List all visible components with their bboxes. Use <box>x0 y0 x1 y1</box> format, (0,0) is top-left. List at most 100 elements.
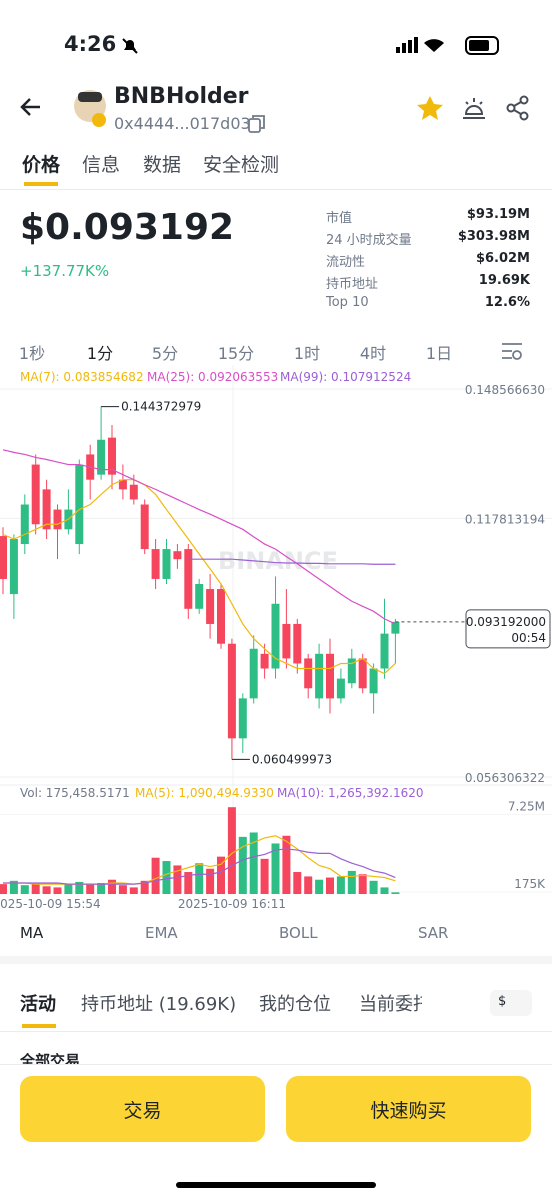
interval[interactable]: 4时 <box>359 344 387 363</box>
stat-label: 24 小时成交量 <box>326 233 412 248</box>
candle-body <box>0 536 7 579</box>
candle-body <box>53 509 62 530</box>
volume-bar <box>369 880 378 894</box>
candle-body <box>358 658 367 689</box>
stat-label: 市值 <box>326 211 353 226</box>
candle-body <box>195 583 204 609</box>
quick-buy-button[interactable]: 快速购买 <box>286 1076 531 1142</box>
volume-bar <box>20 885 29 894</box>
candle-body <box>140 504 149 550</box>
volume-bar <box>260 858 269 894</box>
activity-tab[interactable]: 持币地址 (19.69K) <box>81 994 237 1015</box>
ma-line <box>2 449 396 625</box>
high-label: 0.144372979 <box>121 400 201 414</box>
volume-bar <box>162 861 171 894</box>
candle-body <box>369 668 378 694</box>
candle-body <box>336 678 345 699</box>
volume-bar <box>249 832 258 894</box>
low-label: 0.060499973 <box>252 752 332 766</box>
home-indicator <box>176 1182 376 1188</box>
candle-body <box>380 633 389 669</box>
tab[interactable]: 信息 <box>82 154 121 176</box>
volume-bar <box>151 857 160 894</box>
candle-body <box>260 653 269 669</box>
volume-bar <box>347 870 356 894</box>
x-tick-label: 2025-10-09 16:11 <box>178 897 286 911</box>
current-price-box <box>465 609 551 649</box>
interval[interactable]: 5分 <box>151 344 179 363</box>
volume-bar <box>75 881 84 894</box>
volume-bar <box>336 876 345 894</box>
activity-tab[interactable]: 当前委托 <box>359 994 422 1015</box>
candle-body <box>108 437 116 475</box>
candle-body <box>293 623 302 664</box>
indicator[interactable]: EMA <box>145 924 178 942</box>
token-address: 0x4444...017d03 <box>114 114 251 133</box>
share-button[interactable] <box>504 94 532 122</box>
candle-body <box>162 549 171 579</box>
volume-bar <box>391 892 400 894</box>
indicator[interactable]: BOLL <box>279 924 318 942</box>
copy-button[interactable] <box>248 114 266 134</box>
volume-bar <box>9 880 18 894</box>
indicator[interactable]: SAR <box>418 924 449 942</box>
countdown: 00:54 <box>511 631 546 645</box>
volume-bar <box>293 872 302 894</box>
interval[interactable]: 1日 <box>425 344 453 363</box>
price: $0.093192 <box>20 207 235 248</box>
volume-bar <box>118 885 127 894</box>
stat-label: 持币地址 <box>326 277 379 292</box>
stat-label: Top 10 <box>326 295 369 310</box>
candle-body <box>282 623 291 659</box>
tab[interactable]: 价格 <box>22 154 61 176</box>
favorite-button[interactable] <box>416 95 444 121</box>
volume-bar <box>282 835 291 894</box>
activity-tab[interactable]: 活动 <box>20 994 56 1015</box>
activity-tab[interactable]: 我的仓位 <box>259 994 331 1015</box>
candle-body <box>217 589 225 644</box>
currency-toggle[interactable]: $ <box>490 990 532 1016</box>
y-tick-label: 175K <box>514 877 546 891</box>
volume-bar <box>31 883 40 894</box>
price-change: +137.77K% <box>20 262 110 280</box>
volume-ma-line <box>3 848 396 885</box>
indicator[interactable]: MA <box>20 924 44 942</box>
divider <box>0 189 552 190</box>
interval[interactable]: 1时 <box>293 344 321 363</box>
tab-indicator <box>24 182 58 186</box>
y-tick-label: 7.25M <box>508 799 545 813</box>
legend-entry: MA(7): 0.083854682 <box>20 370 144 384</box>
back-button[interactable] <box>18 94 44 120</box>
volume-bar <box>0 884 7 894</box>
candle-body <box>75 464 84 545</box>
volume-bar <box>358 874 367 894</box>
avatar <box>74 90 106 127</box>
candle-body <box>391 621 400 634</box>
candle-body <box>42 489 51 530</box>
interval[interactable]: 15分 <box>217 344 255 363</box>
candle-body <box>326 653 334 699</box>
candle-body <box>238 698 247 739</box>
watermark: BINANCE <box>218 547 338 575</box>
trade-button[interactable]: 交易 <box>20 1076 265 1142</box>
interval[interactable]: 1秒 <box>18 344 46 363</box>
tab[interactable]: 数据 <box>143 154 182 176</box>
legend-entry: MA(5): 1,090,494.9330 <box>135 786 274 800</box>
status-icons <box>396 36 499 55</box>
stat-value: 19.69K <box>478 273 530 288</box>
alert-button[interactable] <box>460 94 488 122</box>
tab[interactable]: 安全检测 <box>203 154 280 176</box>
volume-bar <box>173 865 182 894</box>
volume-bar <box>129 887 138 894</box>
volume-bar <box>380 887 389 894</box>
volume-bar <box>217 856 225 894</box>
interval[interactable]: 1分 <box>86 344 114 363</box>
volume-bar <box>86 884 95 894</box>
candle-body <box>97 439 106 475</box>
volume-bar <box>184 872 193 894</box>
candle-body <box>315 653 324 699</box>
chart-settings[interactable] <box>500 340 524 362</box>
legend-entry: MA(25): 0.092063553 <box>147 370 278 384</box>
candle-body <box>206 589 215 624</box>
clock: 4:26 <box>64 32 117 56</box>
